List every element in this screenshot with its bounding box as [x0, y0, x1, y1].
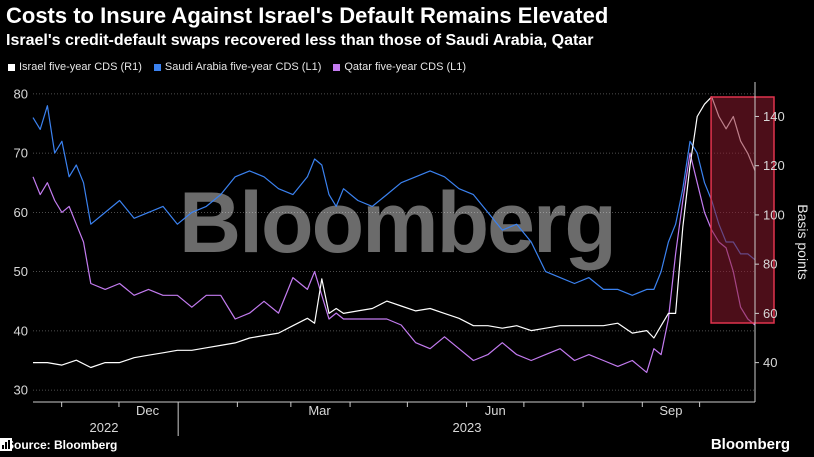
- y-left-tick-60: 60: [14, 205, 28, 220]
- y-right-tick-60: 60: [763, 306, 777, 321]
- watermark-text: Bloomberg: [179, 175, 615, 271]
- y-right-axis-label: Basis points: [795, 204, 811, 279]
- series-lines: [32, 96, 756, 373]
- y-left-tick-70: 70: [14, 146, 28, 161]
- y-left-tick-30: 30: [14, 383, 28, 398]
- y-right-tick-140: 140: [763, 109, 785, 124]
- series-line-saudi: [32, 105, 756, 296]
- x-year-2022: 2022: [90, 420, 119, 435]
- legend: Israel five-year CDS (R1) Saudi Arabia f…: [8, 61, 466, 73]
- legend-item-israel: Israel five-year CDS (R1): [8, 61, 142, 73]
- source-note: Source: Bloomberg: [6, 438, 118, 452]
- y-left-tick-40: 40: [14, 323, 28, 338]
- y-right-tick-100: 100: [763, 207, 785, 222]
- y-left-tick-80: 80: [14, 86, 28, 101]
- legend-item-saudi: Saudi Arabia five-year CDS (L1): [153, 61, 322, 73]
- series-line-qatar: [32, 152, 756, 373]
- y-left-tick-50: 50: [14, 264, 28, 279]
- y-right-tick-80: 80: [763, 257, 777, 272]
- x-tick-dec: Dec: [136, 403, 160, 418]
- terminal-icon: [0, 438, 12, 451]
- series-line-israel: [33, 96, 756, 369]
- x-tick-jun: Jun: [485, 403, 506, 418]
- brand-logo: Bloomberg: [710, 436, 790, 453]
- legend-swatch-qatar: [333, 63, 341, 71]
- legend-label-qatar: Qatar five-year CDS (L1): [344, 61, 467, 73]
- chart-title: Costs to Insure Against Israel's Default…: [6, 3, 609, 28]
- y-right-tick-120: 120: [763, 158, 785, 173]
- y-right-tick-40: 40: [763, 355, 777, 370]
- grid-lines: [33, 93, 755, 391]
- x-tick-mar: Mar: [308, 403, 331, 418]
- legend-label-israel: Israel five-year CDS (R1): [19, 61, 142, 73]
- legend-swatch-saudi: [153, 63, 161, 71]
- chart-subtitle: Israel's credit-default swaps recovered …: [6, 32, 594, 49]
- axes: 30 40 50 60 70 80 40 60 80 100 120 140 Dec Mar Jun Sep 2…: [14, 82, 811, 436]
- legend-item-qatar: Qatar five-year CDS (L1): [333, 61, 466, 73]
- legend-swatch-israel: [8, 63, 15, 71]
- highlight-box: [710, 96, 775, 324]
- x-year-2023: 2023: [453, 420, 482, 435]
- legend-label-saudi: Saudi Arabia five-year CDS (L1): [164, 61, 322, 73]
- x-tick-sep: Sep: [659, 403, 682, 418]
